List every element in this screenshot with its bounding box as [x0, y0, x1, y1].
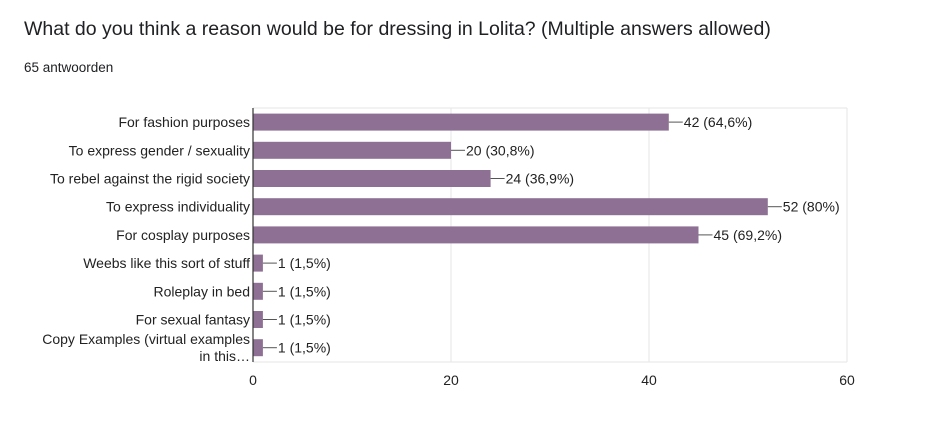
data-label: 45 (69,2%)	[714, 227, 782, 243]
bar	[253, 339, 263, 357]
bar	[253, 141, 451, 159]
labels: 0 20 40 60 For fashion purposes 42 (64,6%) To …	[42, 114, 855, 388]
data-label: 1 (1,5%)	[278, 255, 331, 271]
bars	[253, 113, 768, 357]
x-tick-label: 0	[249, 372, 257, 388]
data-label: 52 (80%)	[783, 199, 840, 215]
x-tick-label: 60	[839, 372, 855, 388]
bar	[253, 226, 699, 244]
category-label: To express gender / sexuality	[69, 142, 250, 158]
category-label: Roleplay in bed	[153, 283, 250, 299]
x-tick-label: 20	[443, 372, 459, 388]
category-label: Copy Examples (virtual examples	[42, 331, 250, 347]
category-label: To express individuality	[106, 199, 250, 215]
bar	[253, 282, 263, 300]
category-label: For fashion purposes	[118, 114, 250, 130]
bar	[253, 254, 263, 272]
category-label: For sexual fantasy	[136, 312, 250, 328]
question-title: What do you think a reason would be for …	[24, 18, 771, 40]
category-label: Weebs like this sort of stuff	[83, 255, 250, 271]
bar	[253, 198, 768, 216]
bar	[253, 311, 263, 328]
data-label: 42 (64,6%)	[684, 114, 752, 130]
category-label: For cosplay purposes	[116, 227, 250, 243]
category-label: in this…	[199, 348, 250, 364]
data-label: 1 (1,5%)	[278, 340, 331, 356]
bar	[253, 170, 491, 187]
data-label: 1 (1,5%)	[278, 312, 331, 328]
bar	[253, 113, 669, 131]
data-label: 20 (30,8%)	[466, 142, 534, 158]
x-tick-label: 40	[641, 372, 657, 388]
response-count: 65 antwoorden	[24, 60, 114, 75]
data-label: 1 (1,5%)	[278, 283, 331, 299]
category-label: To rebel against the rigid society	[50, 171, 250, 187]
data-label: 24 (36,9%)	[506, 171, 574, 187]
